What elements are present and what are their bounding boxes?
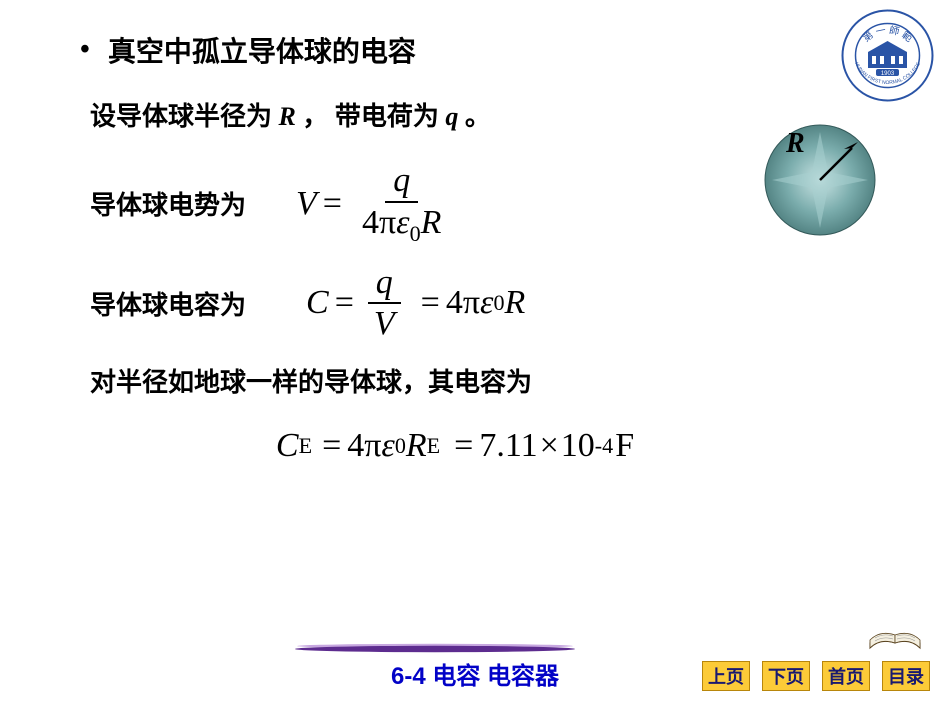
svg-text:1903: 1903 — [881, 71, 895, 77]
formula-V: V = q 4πε0R — [296, 163, 455, 245]
C-4pi: 4π — [446, 284, 480, 322]
C-eq: = — [335, 284, 354, 322]
V-lhs: V — [296, 185, 317, 223]
university-logo: 第 一 師 範 HUNAN FIRST NORMAL COLLEGE 1903 — [840, 8, 935, 108]
CE-C: C — [276, 427, 299, 465]
V-fraction: q 4πε0R — [354, 163, 449, 245]
home-button[interactable]: 首页 — [822, 661, 870, 691]
CE-subE2: E — [427, 433, 441, 459]
next-button[interactable]: 下页 — [762, 661, 810, 691]
bullet-title-row: • 真空中孤立导体球的电容 — [70, 30, 880, 70]
CE-R: R — [406, 427, 427, 465]
sphere-radius-label: R — [786, 128, 805, 160]
var-q: q — [445, 102, 458, 131]
C-eps: ε — [480, 284, 493, 322]
bullet-title: 真空中孤立导体球的电容 — [108, 30, 416, 70]
CE-eq2: = — [454, 427, 473, 465]
toc-button[interactable]: 目录 — [882, 661, 930, 691]
C-den: V — [366, 304, 403, 342]
CE-eps: ε — [381, 427, 394, 465]
capacitance-row: 导体球电容为 C = q V = 4πε0R — [90, 265, 880, 342]
formula-CE: CE = 4πε0RE = 7.11 × 10-4 F — [276, 427, 634, 465]
C-eq2: = — [421, 284, 440, 322]
prev-button[interactable]: 上页 — [702, 661, 750, 691]
CE-subE1: E — [299, 433, 313, 459]
C-R: R — [504, 284, 525, 322]
C-lhs: C — [306, 284, 329, 322]
V-num: q — [385, 163, 418, 203]
C-sub0: 0 — [493, 290, 504, 316]
CE-sub0: 0 — [395, 433, 406, 459]
text-post: 。 — [458, 102, 491, 131]
potential-label: 导体球电势为 — [90, 185, 246, 222]
book-icon — [865, 608, 925, 658]
nav-buttons: 上页 下页 首页 目录 — [702, 661, 930, 691]
formula-C: C = q V = 4πε0R — [306, 265, 525, 342]
capacitance-label: 导体球电容为 — [90, 285, 246, 322]
V-den: 4πε0R — [354, 203, 449, 245]
bullet-dot: • — [80, 34, 90, 66]
var-R: R — [279, 102, 296, 131]
CE-val: 7.11 — [479, 427, 537, 465]
C-num: q — [368, 265, 401, 305]
formula-CE-row: CE = 4πε0RE = 7.11 × 10-4 F — [30, 427, 880, 465]
text-pre: 设导体球半径为 — [90, 102, 279, 131]
sphere-diagram: R — [760, 120, 880, 240]
CE-eq: = — [322, 427, 341, 465]
text-mid: ， 带电荷为 — [296, 102, 446, 131]
CE-ten: 10 — [561, 427, 595, 465]
earth-line: 对半径如地球一样的导体球，其电容为 — [90, 362, 880, 399]
C-fraction: q V — [366, 265, 403, 342]
CE-4pi: 4π — [347, 427, 381, 465]
CE-unit: F — [615, 427, 634, 465]
CE-exp: -4 — [595, 433, 613, 459]
V-eq: = — [323, 185, 342, 223]
CE-times: × — [540, 427, 559, 465]
